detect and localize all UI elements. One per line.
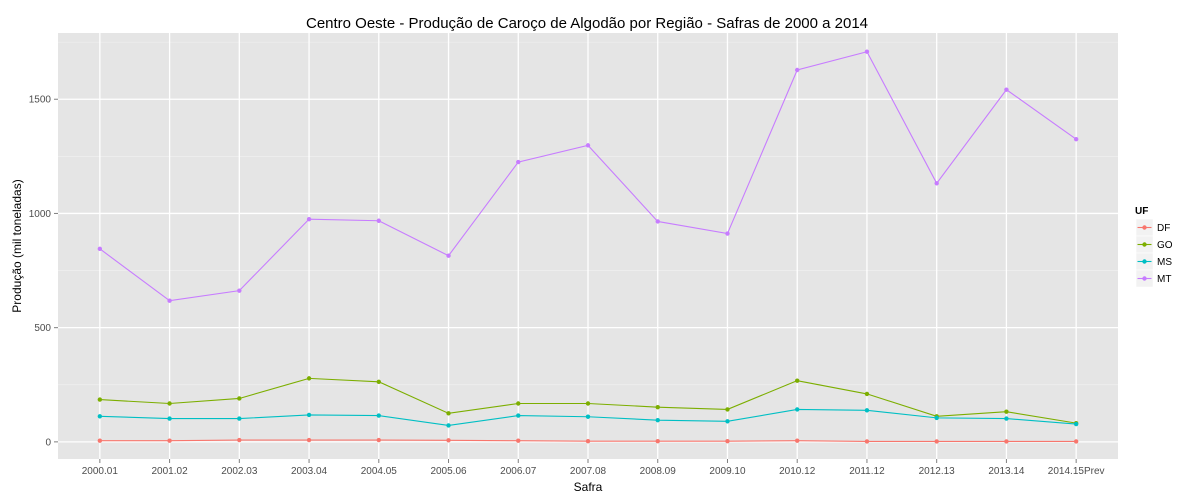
data-point-mt — [725, 231, 729, 235]
data-point-ms — [656, 418, 660, 422]
data-point-ms — [446, 423, 450, 427]
x-tick-label: 2004.05 — [361, 466, 398, 477]
data-point-df — [377, 438, 381, 442]
legend-key-point-df — [1142, 225, 1146, 229]
data-point-go — [865, 392, 869, 396]
data-point-ms — [586, 415, 590, 419]
x-tick-label: 2010.12 — [779, 466, 816, 477]
x-tick-label: 2013.14 — [988, 466, 1025, 477]
data-point-df — [656, 439, 660, 443]
data-point-mt — [1074, 137, 1078, 141]
data-point-ms — [865, 408, 869, 412]
data-point-df — [1074, 439, 1078, 443]
data-point-go — [446, 411, 450, 415]
y-tick-label: 1500 — [29, 95, 52, 106]
legend-label-ms: MS — [1157, 257, 1172, 268]
legend-key-point-mt — [1142, 276, 1146, 280]
y-tick-label: 1000 — [29, 209, 52, 220]
data-point-mt — [656, 219, 660, 223]
data-point-ms — [725, 419, 729, 423]
data-point-ms — [98, 414, 102, 418]
data-point-df — [307, 438, 311, 442]
x-axis-title: Safra — [574, 480, 603, 494]
x-tick-label: 2011.12 — [849, 466, 885, 477]
legend: UF DF GO MS MT — [1135, 206, 1173, 287]
data-point-df — [237, 438, 241, 442]
data-point-ms — [167, 416, 171, 420]
data-point-go — [725, 407, 729, 411]
data-point-df — [725, 439, 729, 443]
data-point-ms — [1004, 416, 1008, 420]
x-tick-label: 2008.09 — [640, 466, 677, 477]
data-point-mt — [377, 219, 381, 223]
data-point-df — [516, 439, 520, 443]
data-point-mt — [934, 181, 938, 185]
data-point-go — [795, 378, 799, 382]
data-point-df — [586, 439, 590, 443]
data-point-go — [307, 376, 311, 380]
data-point-go — [167, 401, 171, 405]
data-point-df — [1004, 439, 1008, 443]
data-point-mt — [865, 50, 869, 54]
data-point-mt — [307, 217, 311, 221]
x-tick-label: 2002.03 — [221, 466, 258, 477]
data-point-df — [934, 439, 938, 443]
data-point-ms — [934, 416, 938, 420]
data-point-ms — [307, 413, 311, 417]
y-tick-label: 0 — [45, 437, 51, 448]
data-point-df — [167, 439, 171, 443]
data-point-mt — [516, 160, 520, 164]
data-point-go — [1004, 410, 1008, 414]
x-tick-label: 2009.10 — [709, 466, 746, 477]
legend-label-mt: MT — [1157, 274, 1171, 285]
data-point-ms — [1074, 422, 1078, 426]
legend-label-df: DF — [1157, 223, 1170, 234]
x-tick-label: 2001.02 — [152, 466, 189, 477]
data-point-go — [516, 401, 520, 405]
data-point-go — [98, 397, 102, 401]
legend-key-point-go — [1142, 242, 1146, 246]
legend-label-go: GO — [1157, 240, 1173, 251]
legend-key-point-ms — [1142, 259, 1146, 263]
data-point-df — [795, 439, 799, 443]
y-axis-ticks: 0 500 1000 1500 — [29, 95, 58, 449]
data-point-mt — [795, 68, 799, 72]
x-tick-label: 2000.01 — [82, 466, 119, 477]
legend-title: UF — [1135, 206, 1148, 217]
x-axis-ticks: 2000.01 2001.02 2002.03 2003.04 2004.05 2005.… — [82, 459, 1105, 477]
data-point-df — [98, 439, 102, 443]
data-point-mt — [98, 247, 102, 251]
data-point-mt — [167, 299, 171, 303]
data-point-go — [656, 405, 660, 409]
chart-title: Centro Oeste - Produção de Caroço de Alg… — [306, 15, 868, 32]
data-point-go — [237, 396, 241, 400]
data-point-mt — [237, 288, 241, 292]
data-point-ms — [516, 413, 520, 417]
data-point-mt — [1004, 87, 1008, 91]
x-tick-label: 2006.07 — [500, 466, 537, 477]
x-tick-label: 2012.13 — [919, 466, 956, 477]
data-point-mt — [446, 254, 450, 258]
data-point-ms — [377, 413, 381, 417]
x-tick-label: 2014.15Prev — [1048, 466, 1105, 477]
y-tick-label: 500 — [34, 323, 51, 334]
x-tick-label: 2007.08 — [570, 466, 607, 477]
data-point-go — [586, 401, 590, 405]
data-point-go — [377, 380, 381, 384]
x-tick-label: 2005.06 — [430, 466, 467, 477]
x-tick-label: 2003.04 — [291, 466, 328, 477]
y-axis-title: Produção (mil toneladas) — [10, 179, 24, 312]
data-point-ms — [795, 407, 799, 411]
data-point-ms — [237, 416, 241, 420]
data-point-df — [865, 439, 869, 443]
data-point-df — [446, 438, 450, 442]
data-point-mt — [586, 143, 590, 147]
